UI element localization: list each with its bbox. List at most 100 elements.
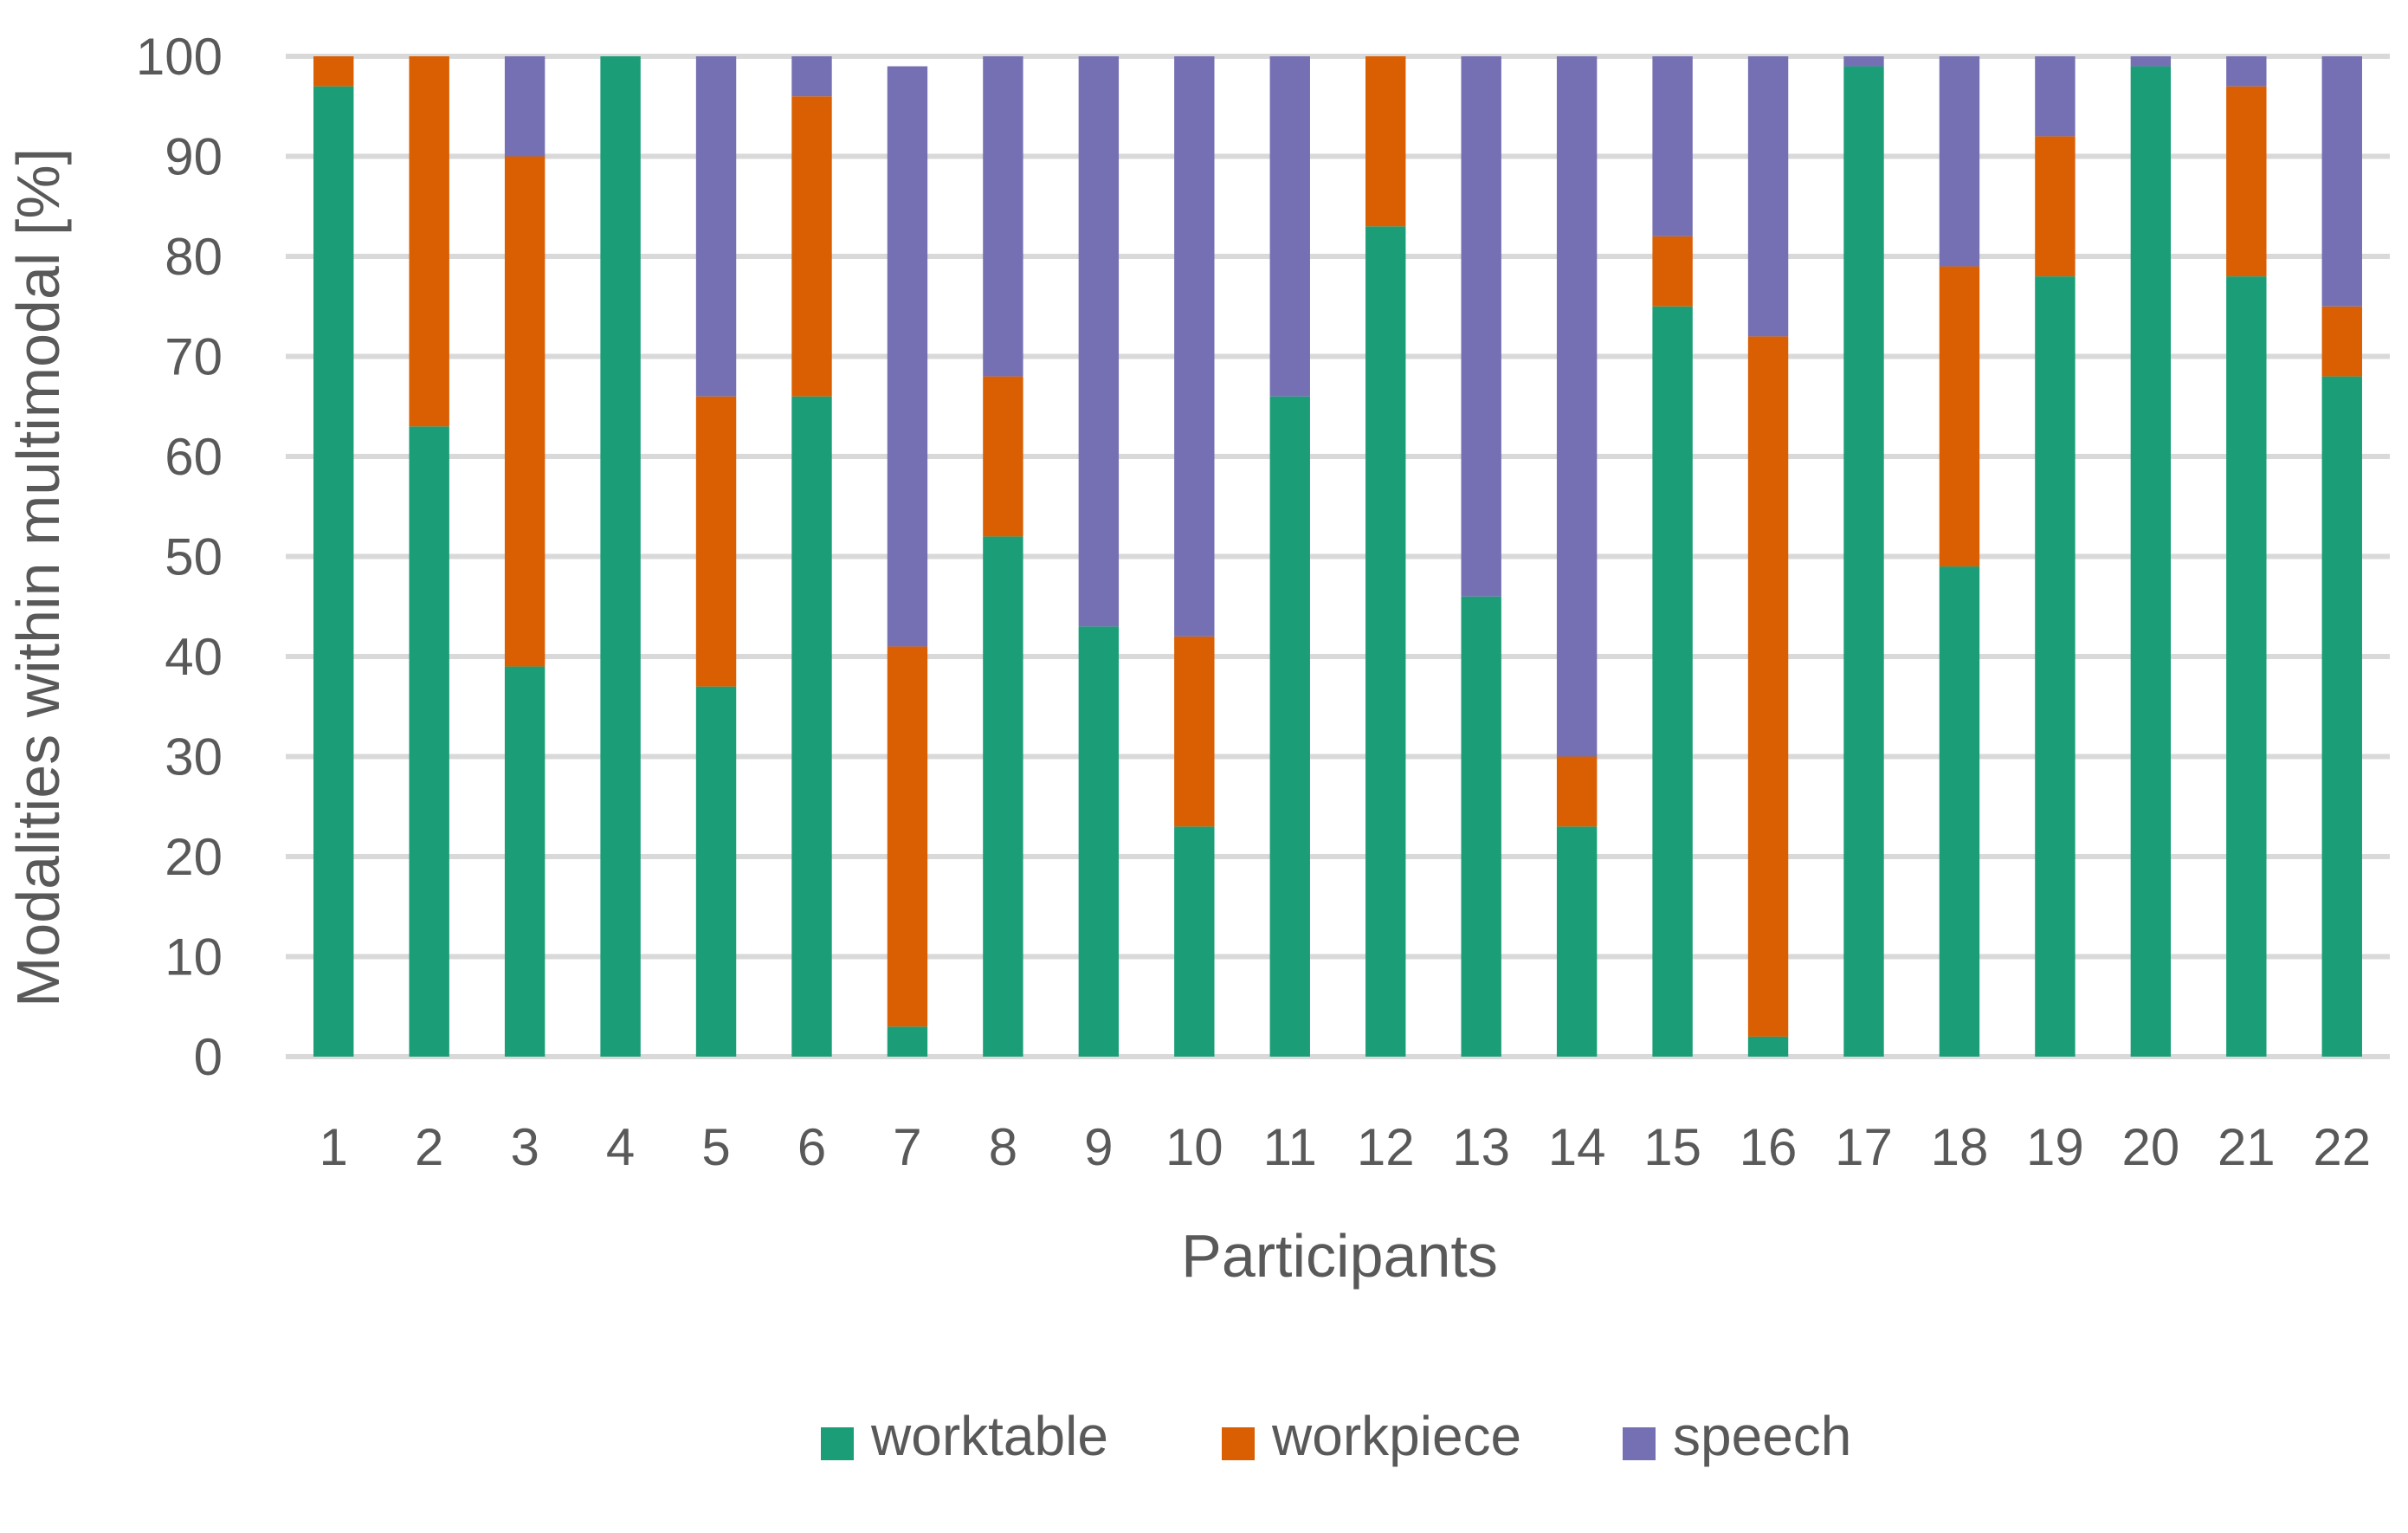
bar-segment-speech (1174, 56, 1215, 637)
x-tick-label: 6 (797, 1118, 826, 1176)
y-tick-label: 50 (165, 528, 223, 586)
bar-segment-worktable (1174, 826, 1215, 1057)
bar-segment-speech (504, 56, 546, 157)
x-tick-label: 7 (893, 1118, 921, 1176)
bar-segment-worktable (1939, 566, 1980, 1057)
x-tick-label: 9 (1084, 1118, 1113, 1176)
y-tick-label: 70 (165, 328, 223, 386)
bar-segment-speech (2321, 56, 2362, 307)
bar-segment-workpiece (1174, 636, 1215, 827)
x-tick-label: 14 (1548, 1118, 1606, 1176)
y-tick-label: 0 (194, 1028, 223, 1086)
bar-segment-workpiece (1747, 336, 1789, 1037)
bar-segment-worktable (2321, 376, 2362, 1058)
bars (313, 56, 2362, 1058)
bar-segment-workpiece (1556, 756, 1598, 827)
y-axis-title: Modalities within multimodal [%] (4, 148, 72, 1007)
x-tick-label: 17 (1835, 1118, 1893, 1176)
bar-segment-worktable (2035, 276, 2076, 1058)
x-tick-label: 8 (989, 1118, 1017, 1176)
bar-segment-worktable (695, 686, 737, 1057)
legend-swatch-workpiece (1222, 1427, 1255, 1460)
bar-segment-worktable (791, 396, 832, 1057)
x-tick-label: 13 (1452, 1118, 1510, 1176)
x-axis-title: Participants (1181, 1222, 1498, 1290)
x-tick-label: 20 (2121, 1118, 2179, 1176)
bar-segment-workpiece (887, 646, 928, 1027)
bar-segment-worktable (409, 426, 449, 1058)
bar-segment-workpiece (2035, 136, 2076, 277)
bar-segment-worktable (2130, 66, 2172, 1057)
y-tick-label: 80 (165, 228, 223, 286)
bar-segment-worktable (1652, 306, 1693, 1057)
x-tick-label: 10 (1165, 1118, 1223, 1176)
x-tick-label: 4 (606, 1118, 635, 1176)
bar-segment-worktable (1461, 596, 1501, 1057)
bar-segment-speech (1843, 56, 1884, 67)
bar-segment-speech (1939, 56, 1980, 267)
x-tick-label: 21 (2218, 1118, 2276, 1176)
x-tick-label: 12 (1357, 1118, 1415, 1176)
y-tick-label: 60 (165, 428, 223, 486)
y-tick-label: 40 (165, 628, 223, 686)
y-tick-label: 10 (165, 928, 223, 986)
x-tick-label: 11 (1263, 1118, 1317, 1176)
legend: worktable workpiece speech (821, 1405, 1851, 1467)
y-tick-label: 20 (165, 828, 223, 886)
x-tick-label: 19 (2026, 1118, 2084, 1176)
bar-segment-worktable (1556, 826, 1598, 1057)
x-tick-label: 18 (1931, 1118, 1989, 1176)
bar-segment-workpiece (2321, 306, 2362, 377)
bar-segment-workpiece (983, 376, 1023, 537)
bar-segment-worktable (313, 86, 354, 1057)
bar-segment-worktable (1843, 66, 1884, 1057)
bar-segment-workpiece (695, 396, 737, 687)
bar-segment-workpiece (313, 56, 354, 87)
bar-segment-speech (1461, 56, 1501, 597)
x-tick-label: 15 (1643, 1118, 1701, 1176)
bar-segment-worktable (600, 56, 641, 1057)
bar-segment-worktable (887, 1026, 928, 1057)
bar-segment-workpiece (504, 156, 546, 667)
bar-segment-speech (2035, 56, 2076, 137)
bar-segment-workpiece (2226, 86, 2267, 277)
x-tick-label: 3 (510, 1118, 539, 1176)
bar-segment-workpiece (1939, 266, 1980, 567)
x-tick-label: 1 (320, 1118, 348, 1176)
bar-segment-speech (2130, 56, 2172, 67)
y-tick-label: 30 (165, 728, 223, 786)
bar-segment-speech (983, 56, 1023, 377)
bar-segment-worktable (983, 536, 1023, 1057)
bar-segment-speech (791, 56, 832, 97)
bar-segment-worktable (1365, 226, 1406, 1058)
bar-segment-speech (1556, 56, 1598, 757)
legend-label-speech: speech (1673, 1405, 1851, 1467)
x-tick-label: 22 (2313, 1118, 2371, 1176)
bar-segment-speech (1078, 56, 1120, 627)
x-tick-label: 16 (1740, 1118, 1798, 1176)
bar-segment-worktable (1078, 626, 1120, 1057)
bar-segment-worktable (2226, 276, 2267, 1058)
bar-segment-workpiece (1365, 56, 1406, 227)
bar-segment-speech (1652, 56, 1693, 236)
y-tick-label: 90 (165, 128, 223, 186)
bar-segment-workpiece (791, 96, 832, 397)
y-tick-label: 100 (136, 28, 223, 86)
bar-segment-worktable (1747, 1036, 1789, 1057)
x-tick-label: 2 (415, 1118, 443, 1176)
bar-segment-workpiece (1652, 236, 1693, 307)
bar-segment-speech (2226, 56, 2267, 87)
bar-segment-speech (1747, 56, 1789, 337)
bar-segment-speech (695, 56, 737, 397)
bar-segment-worktable (1269, 396, 1310, 1057)
bar-segment-speech (1269, 56, 1310, 397)
legend-swatch-speech (1623, 1427, 1656, 1460)
bar-segment-worktable (504, 666, 546, 1057)
bar-segment-speech (887, 66, 928, 647)
legend-label-worktable: worktable (870, 1405, 1108, 1467)
legend-swatch-worktable (821, 1427, 854, 1460)
x-tick-label: 5 (701, 1118, 730, 1176)
legend-label-workpiece: workpiece (1271, 1405, 1521, 1467)
